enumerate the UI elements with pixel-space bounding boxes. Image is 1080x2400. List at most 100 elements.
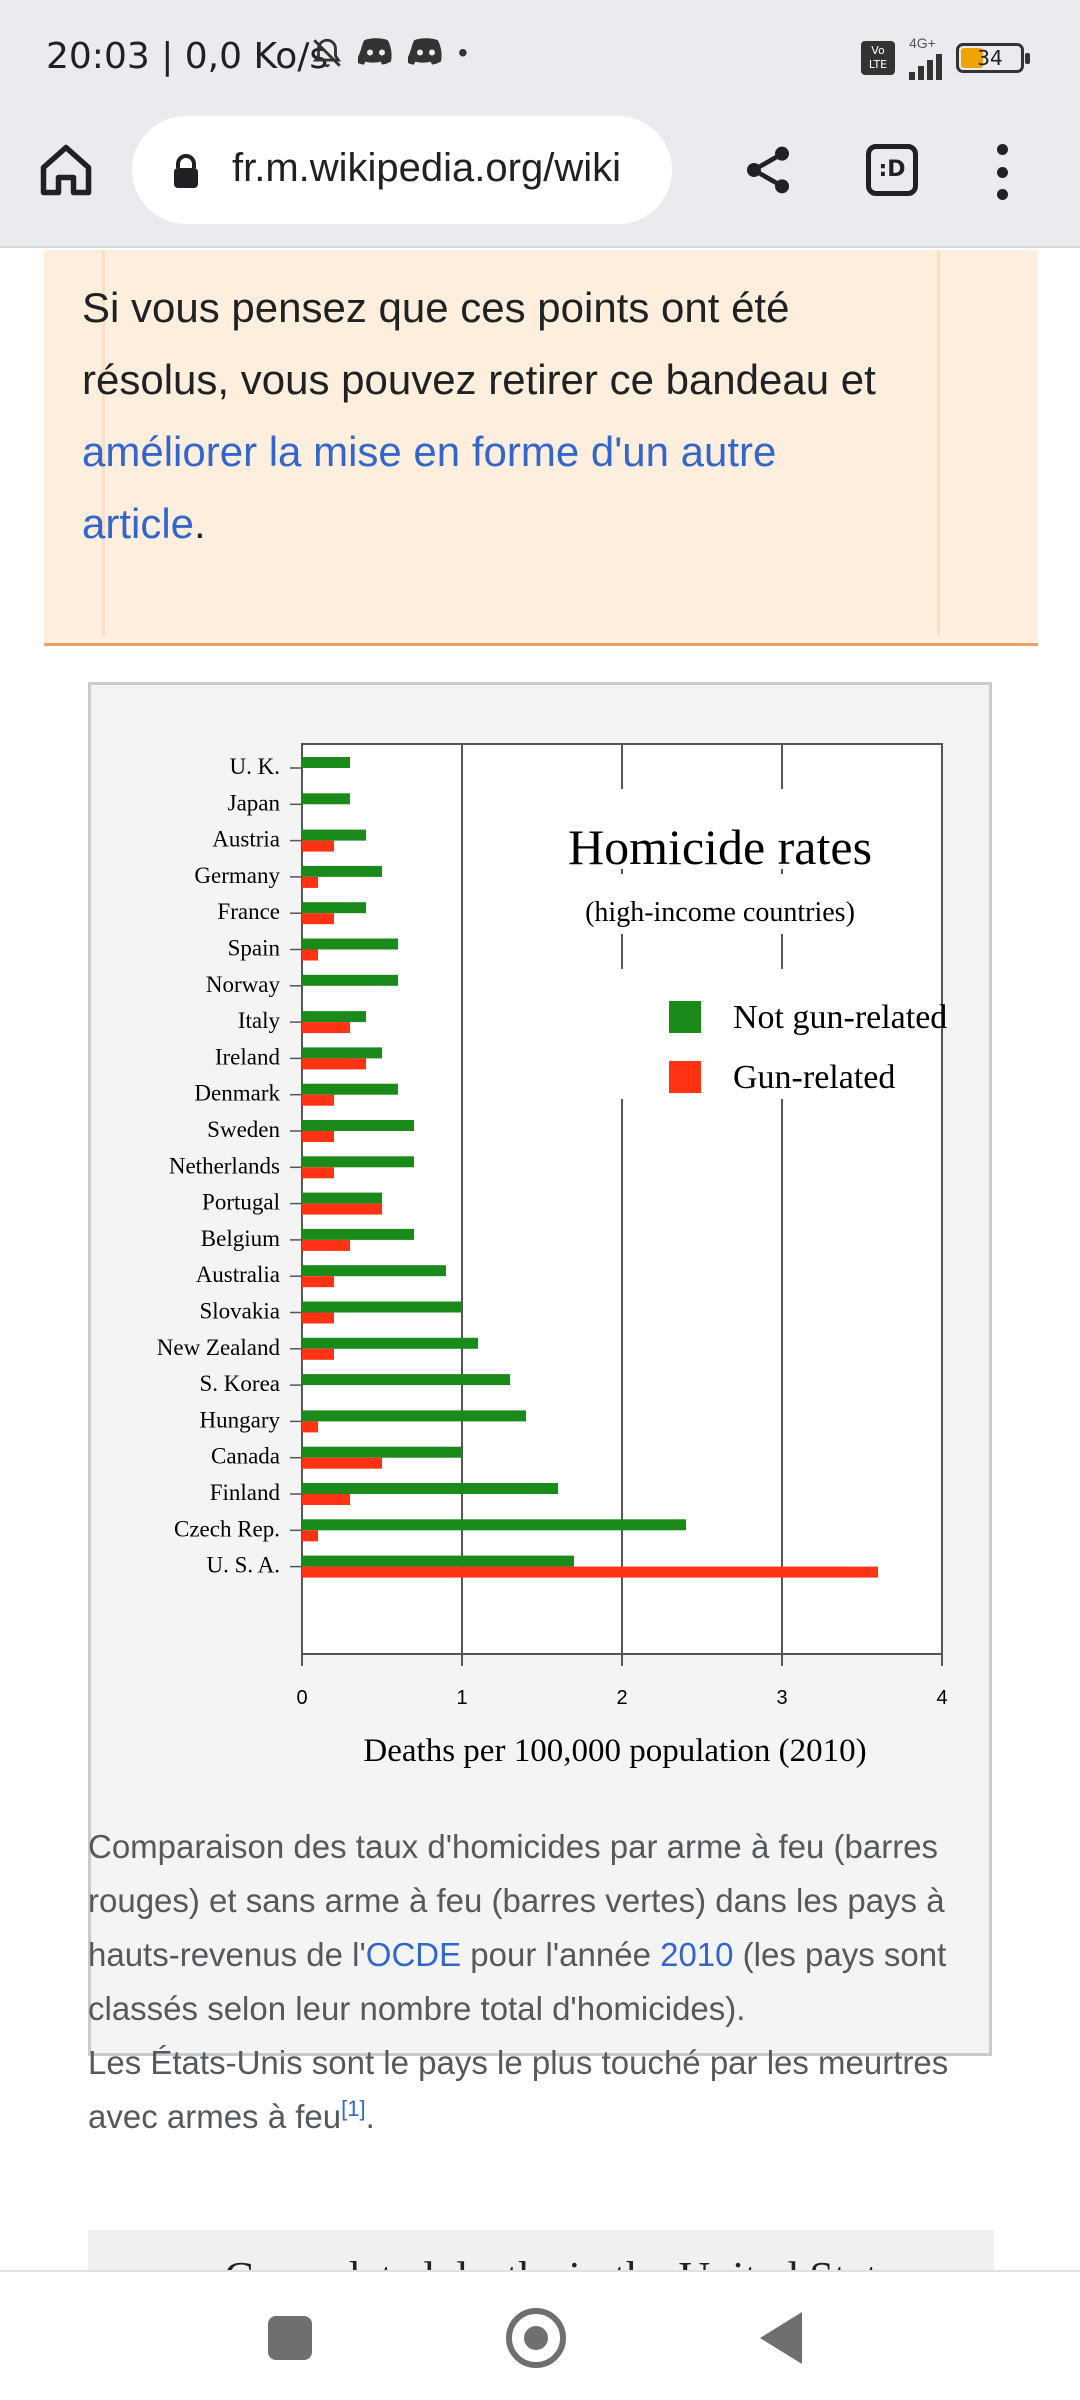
url-text[interactable]: fr.m.wikipedia.org/wiki: [232, 146, 622, 190]
bar-not-gun: [302, 1555, 574, 1567]
bar-gun: [302, 1494, 350, 1505]
bar-not-gun: [302, 1519, 686, 1531]
next-figure[interactable]: Gun-related deaths in the United States: [88, 2230, 994, 2270]
x-tick-label: 3: [776, 1687, 787, 1709]
bar-not-gun: [302, 902, 366, 914]
category-label: Germany: [194, 863, 280, 888]
category-label: Slovakia: [200, 1299, 281, 1324]
chart-title: Homicide rates: [568, 819, 872, 875]
discord-icon: [355, 36, 394, 79]
category-label: France: [217, 899, 280, 924]
legend-backdrop: [535, 969, 935, 1099]
bar-not-gun: [302, 1192, 382, 1204]
x-tick-label: 1: [456, 1687, 467, 1709]
bar-gun: [302, 1457, 382, 1469]
bar-not-gun: [302, 1374, 510, 1386]
bar-not-gun: [302, 1083, 398, 1095]
bar-gun: [302, 1058, 366, 1070]
category-label: New Zealand: [157, 1335, 281, 1360]
category-label: Hungary: [200, 1407, 281, 1432]
category-label: Italy: [238, 1008, 281, 1033]
bar-not-gun: [302, 974, 398, 986]
x-axis-label: Deaths per 100,000 population (2010): [363, 1733, 866, 1769]
legend-label: Not gun-related: [733, 999, 947, 1036]
notification-icons: •: [310, 36, 468, 79]
bar-not-gun: [302, 829, 366, 841]
category-label: Sweden: [207, 1117, 280, 1142]
bar-gun: [302, 1348, 334, 1360]
category-label: Australia: [196, 1262, 280, 1287]
battery-level: 34: [977, 46, 1003, 70]
bar-gun: [302, 876, 318, 888]
category-label: Portugal: [202, 1190, 280, 1215]
bar-not-gun: [302, 757, 350, 768]
navigation-bar: [0, 2270, 1080, 2400]
bell-off-icon: [310, 36, 344, 79]
bar-not-gun: [302, 1265, 446, 1277]
bar-not-gun: [302, 1301, 462, 1313]
bar-gun: [302, 1566, 878, 1578]
status-bar: 20:03 | 0,0 Ko/s • Vo LTE 4G+: [0, 0, 1080, 110]
figure-homicide-chart[interactable]: 0 1 2 3 4 U. K. Japan Austria Germany France Spain…: [88, 682, 992, 2056]
homicide-chart[interactable]: 0 1 2 3 4 U. K. Japan Austria Germany France Spain…: [95, 689, 991, 1839]
title-backdrop: [535, 789, 935, 869]
category-label: Ireland: [215, 1044, 281, 1069]
bar-gun: [302, 1094, 334, 1106]
bar-gun: [302, 1022, 350, 1034]
next-figure-title: Gun-related deaths in the United States: [224, 2252, 914, 2270]
notice-link[interactable]: améliorer la mise en forme d'un autre ar…: [82, 428, 777, 547]
signal-icon: 4G+: [909, 36, 942, 80]
bar-not-gun: [302, 865, 382, 877]
bar-not-gun: [302, 1337, 478, 1349]
bar-gun: [302, 1203, 382, 1215]
x-tick-label: 0: [296, 1687, 307, 1709]
dot-icon: •: [458, 37, 468, 68]
category-label: Netherlands: [169, 1153, 280, 1178]
legend-swatch: [669, 1061, 701, 1093]
chart-subtitle: (high-income countries): [585, 897, 855, 928]
volte-icon: Vo LTE: [861, 41, 895, 75]
maintenance-notice: [44, 250, 1038, 646]
category-label: U. S. A.: [207, 1553, 281, 1578]
home-button[interactable]: [506, 2308, 566, 2368]
bar-not-gun: [302, 1156, 414, 1168]
ocde-link[interactable]: OCDE: [365, 1936, 462, 1973]
bar-not-gun: [302, 1047, 382, 1059]
discord-icon: [405, 36, 444, 79]
bar-gun: [302, 949, 318, 961]
bar-gun: [302, 840, 334, 852]
bar-gun: [302, 1167, 334, 1179]
category-label: Czech Rep.: [174, 1516, 280, 1541]
category-label: Canada: [211, 1444, 280, 1469]
bar-gun: [302, 1421, 318, 1433]
back-button[interactable]: [760, 2312, 802, 2364]
tabs-button[interactable]: :D: [866, 144, 918, 196]
bar-not-gun: [302, 938, 398, 950]
bar-not-gun: [302, 1011, 366, 1023]
category-label: Spain: [228, 936, 281, 961]
more-menu-icon[interactable]: [994, 144, 1010, 200]
status-time: 20:03 | 0,0 Ko/s: [46, 36, 329, 77]
lock-icon[interactable]: [172, 154, 200, 188]
category-label: Austria: [212, 827, 280, 852]
share-icon[interactable]: [740, 142, 796, 198]
year-link[interactable]: 2010: [660, 1936, 734, 1973]
system-icons: Vo LTE 4G+ 34: [861, 36, 1030, 80]
bar-gun: [302, 1530, 318, 1542]
recent-apps-button[interactable]: [268, 2316, 312, 2360]
x-tick-label: 2: [616, 1687, 627, 1709]
bar-not-gun: [302, 1446, 462, 1458]
address-bar[interactable]: fr.m.wikipedia.org/wiki: [132, 116, 672, 224]
bar-gun: [302, 913, 334, 925]
bar-gun: [302, 1276, 334, 1288]
category-label: U. K.: [230, 754, 280, 779]
home-icon[interactable]: [36, 140, 96, 200]
reference-link[interactable]: [1]: [341, 2096, 366, 2121]
category-label: Japan: [228, 790, 281, 815]
battery-icon: 34: [956, 43, 1030, 73]
bar-not-gun: [302, 1228, 414, 1240]
legend-label: Gun-related: [733, 1059, 895, 1096]
browser-toolbar: fr.m.wikipedia.org/wiki :D: [0, 110, 1080, 248]
network-type: 4G+: [909, 35, 936, 51]
bar-gun: [302, 1239, 350, 1251]
